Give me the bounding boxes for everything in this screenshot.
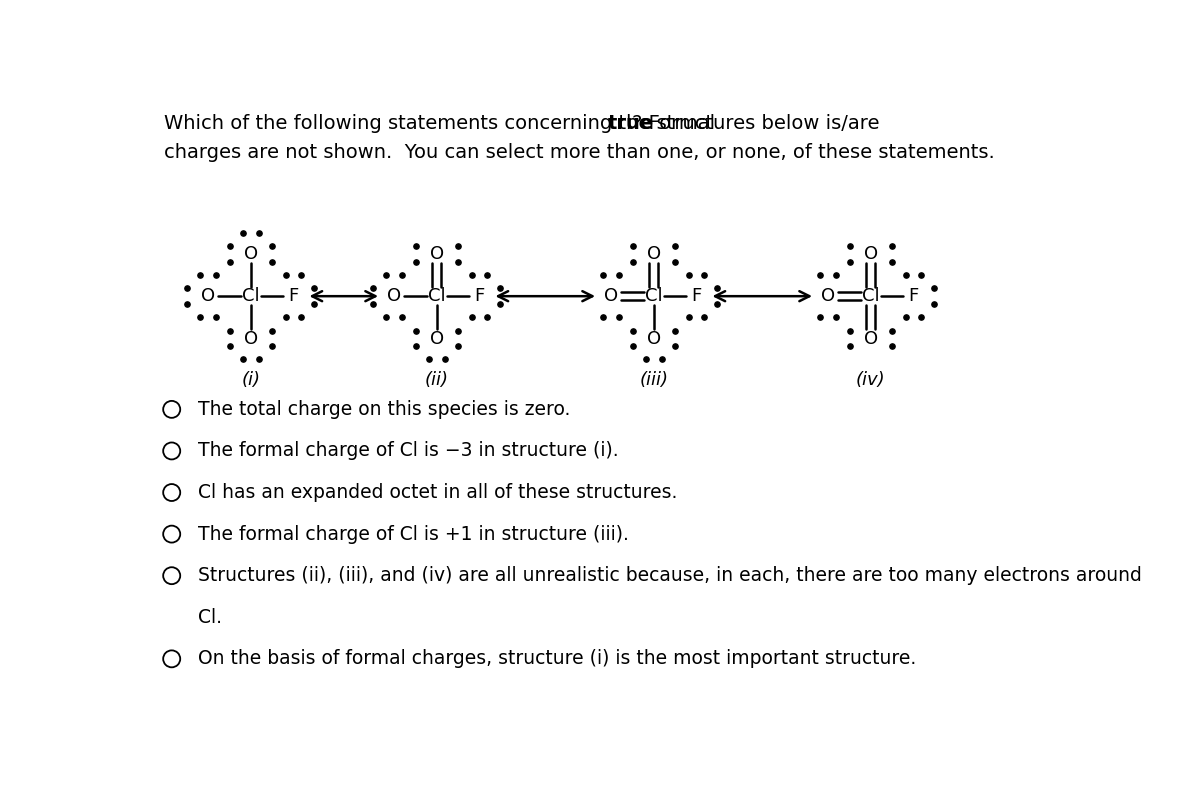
Text: O: O [864, 330, 878, 348]
Text: O: O [244, 245, 258, 263]
Text: O: O [604, 287, 618, 305]
Text: O: O [430, 245, 444, 263]
Text: Cl.: Cl. [198, 608, 222, 626]
Text: (i): (i) [241, 371, 260, 389]
Text: F: F [288, 287, 299, 305]
Text: O: O [647, 245, 661, 263]
Text: Cl: Cl [644, 287, 662, 305]
Text: O: O [647, 330, 661, 348]
Text: Cl: Cl [428, 287, 445, 305]
Text: O: O [864, 245, 878, 263]
Text: The formal charge of Cl is +1 in structure (iii).: The formal charge of Cl is +1 in structu… [198, 525, 629, 544]
Text: O: O [821, 287, 835, 305]
Text: Cl: Cl [862, 287, 880, 305]
Text: The formal charge of Cl is −3 in structure (i).: The formal charge of Cl is −3 in structu… [198, 442, 619, 460]
Text: (iii): (iii) [640, 371, 668, 389]
Text: F: F [691, 287, 702, 305]
Text: O: O [388, 287, 401, 305]
Text: On the basis of formal charges, structure (i) is the most important structure.: On the basis of formal charges, structur… [198, 649, 917, 668]
Text: Which of the following statements concerning the structures below is/are: Which of the following statements concer… [164, 113, 886, 133]
Text: ? Formal: ? Formal [632, 113, 715, 133]
Text: (ii): (ii) [425, 371, 449, 389]
Text: Cl has an expanded octet in all of these structures.: Cl has an expanded octet in all of these… [198, 483, 678, 502]
Text: Structures (ii), (iii), and (iv) are all unrealistic because, in each, there are: Structures (ii), (iii), and (iv) are all… [198, 566, 1142, 586]
Text: O: O [244, 330, 258, 348]
Text: O: O [202, 287, 215, 305]
Text: F: F [908, 287, 918, 305]
Text: F: F [474, 287, 485, 305]
Text: charges are not shown.  You can select more than one, or none, of these statemen: charges are not shown. You can select mo… [164, 143, 995, 162]
Text: (iv): (iv) [856, 371, 886, 389]
Text: true: true [608, 113, 654, 133]
Text: O: O [430, 330, 444, 348]
Text: The total charge on this species is zero.: The total charge on this species is zero… [198, 400, 570, 419]
Text: Cl: Cl [242, 287, 259, 305]
